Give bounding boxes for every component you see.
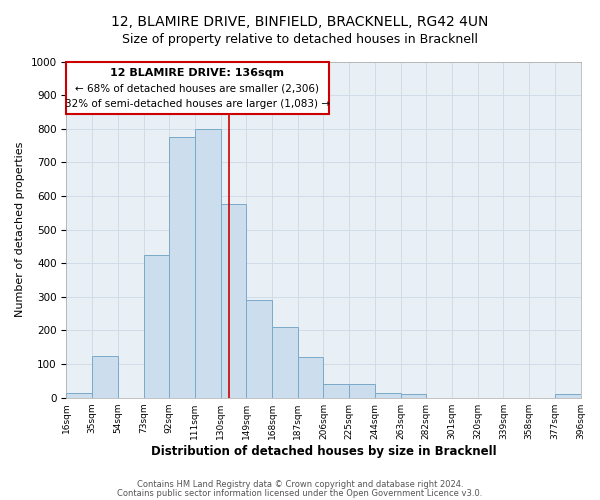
Text: Contains public sector information licensed under the Open Government Licence v3: Contains public sector information licen… — [118, 488, 482, 498]
Bar — [247, 300, 272, 398]
Text: ← 68% of detached houses are smaller (2,306): ← 68% of detached houses are smaller (2,… — [76, 84, 319, 94]
Bar — [221, 204, 247, 398]
Bar — [323, 384, 349, 398]
Bar — [555, 394, 581, 398]
Bar — [272, 327, 298, 398]
Text: 12 BLAMIRE DRIVE: 136sqm: 12 BLAMIRE DRIVE: 136sqm — [110, 68, 284, 78]
Text: 32% of semi-detached houses are larger (1,083) →: 32% of semi-detached houses are larger (… — [65, 99, 330, 109]
X-axis label: Distribution of detached houses by size in Bracknell: Distribution of detached houses by size … — [151, 444, 496, 458]
Bar — [92, 356, 118, 398]
Bar — [143, 255, 169, 398]
Text: Contains HM Land Registry data © Crown copyright and database right 2024.: Contains HM Land Registry data © Crown c… — [137, 480, 463, 489]
Y-axis label: Number of detached properties: Number of detached properties — [15, 142, 25, 318]
Text: Size of property relative to detached houses in Bracknell: Size of property relative to detached ho… — [122, 32, 478, 46]
FancyBboxPatch shape — [67, 62, 329, 114]
Text: 12, BLAMIRE DRIVE, BINFIELD, BRACKNELL, RG42 4UN: 12, BLAMIRE DRIVE, BINFIELD, BRACKNELL, … — [112, 15, 488, 29]
Bar — [349, 384, 375, 398]
Bar — [375, 392, 401, 398]
Bar — [67, 392, 92, 398]
Bar — [401, 394, 426, 398]
Bar — [298, 358, 323, 398]
Bar — [169, 137, 195, 398]
Bar — [195, 128, 221, 398]
